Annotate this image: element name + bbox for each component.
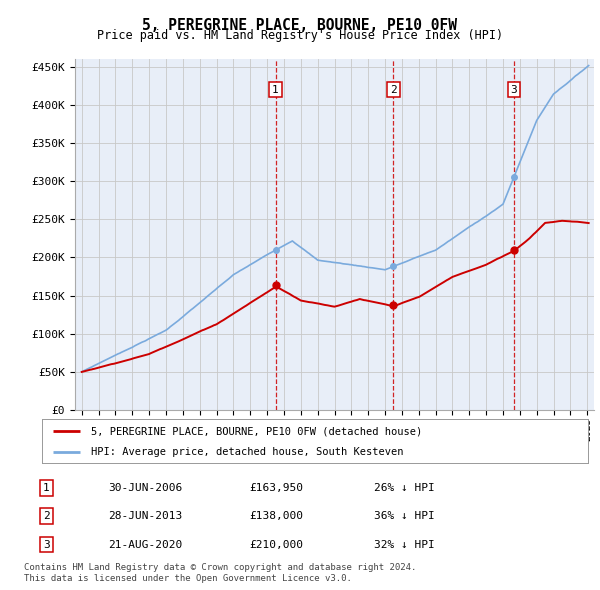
Text: 32% ↓ HPI: 32% ↓ HPI bbox=[374, 540, 434, 549]
Text: 21-AUG-2020: 21-AUG-2020 bbox=[109, 540, 183, 549]
Text: 2: 2 bbox=[43, 512, 50, 521]
Text: 3: 3 bbox=[43, 540, 50, 549]
Text: 5, PEREGRINE PLACE, BOURNE, PE10 0FW: 5, PEREGRINE PLACE, BOURNE, PE10 0FW bbox=[143, 18, 458, 32]
Text: HPI: Average price, detached house, South Kesteven: HPI: Average price, detached house, Sout… bbox=[91, 447, 404, 457]
Text: 36% ↓ HPI: 36% ↓ HPI bbox=[374, 512, 434, 521]
Text: Contains HM Land Registry data © Crown copyright and database right 2024.: Contains HM Land Registry data © Crown c… bbox=[24, 563, 416, 572]
Text: 5, PEREGRINE PLACE, BOURNE, PE10 0FW (detached house): 5, PEREGRINE PLACE, BOURNE, PE10 0FW (de… bbox=[91, 427, 422, 436]
Text: 30-JUN-2006: 30-JUN-2006 bbox=[109, 483, 183, 493]
Text: 1: 1 bbox=[272, 84, 279, 94]
Text: 1: 1 bbox=[43, 483, 50, 493]
Text: Price paid vs. HM Land Registry's House Price Index (HPI): Price paid vs. HM Land Registry's House … bbox=[97, 30, 503, 42]
Text: 3: 3 bbox=[511, 84, 517, 94]
Text: This data is licensed under the Open Government Licence v3.0.: This data is licensed under the Open Gov… bbox=[24, 574, 352, 583]
Text: £138,000: £138,000 bbox=[250, 512, 304, 521]
Text: 2: 2 bbox=[390, 84, 397, 94]
Text: 28-JUN-2013: 28-JUN-2013 bbox=[109, 512, 183, 521]
Text: 26% ↓ HPI: 26% ↓ HPI bbox=[374, 483, 434, 493]
Text: £210,000: £210,000 bbox=[250, 540, 304, 549]
Text: £163,950: £163,950 bbox=[250, 483, 304, 493]
